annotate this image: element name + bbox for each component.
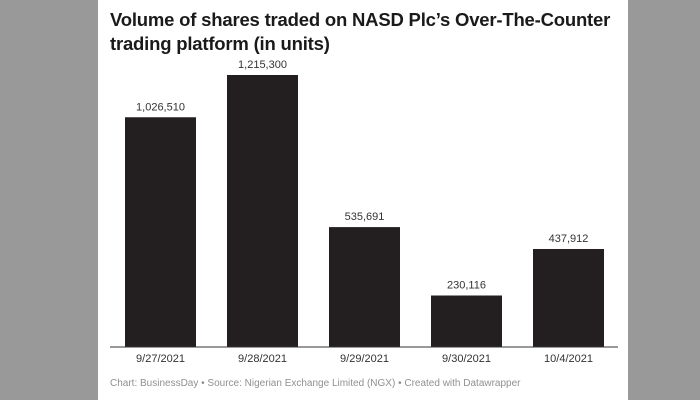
bars-layer <box>125 75 604 347</box>
bar-value-label-4: 230,116 <box>447 279 486 291</box>
bar-value-label-2: 1,215,300 <box>238 59 287 71</box>
bar-2 <box>227 75 298 347</box>
bar-1 <box>125 117 196 347</box>
chart-footer: Chart: BusinessDay • Source: Nigerian Ex… <box>110 378 521 389</box>
x-tick-label-4: 9/30/2021 <box>442 353 491 365</box>
labels-layer: 1,026,510 9/27/2021 1,215,300 9/28/2021 535,… <box>136 59 593 365</box>
x-tick-label-3: 9/29/2021 <box>340 353 389 365</box>
bar-3 <box>329 227 400 347</box>
x-tick-label-2: 9/28/2021 <box>238 353 287 365</box>
bar-chart: 1,026,510 9/27/2021 1,215,300 9/28/2021 535,… <box>110 59 618 365</box>
bar-value-label-1: 1,026,510 <box>136 101 185 113</box>
chart-title: Volume of shares traded on NASD Plc’s Ov… <box>110 9 611 54</box>
chart-card: Volume of shares traded on NASD Plc’s Ov… <box>98 0 628 400</box>
x-tick-label-5: 10/4/2021 <box>544 353 593 365</box>
bar-5 <box>533 248 604 347</box>
bar-value-label-5: 437,912 <box>549 233 589 245</box>
bar-4 <box>431 295 502 347</box>
x-tick-label-1: 9/27/2021 <box>136 353 185 365</box>
bar-value-label-3: 535,691 <box>345 211 385 223</box>
